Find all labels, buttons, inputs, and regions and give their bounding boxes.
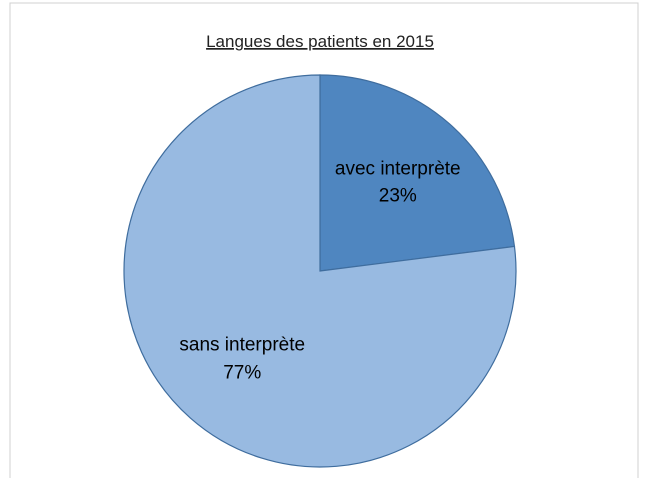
- value-label: 23%: [378, 185, 417, 207]
- chart-frame: [9, 2, 639, 478]
- pie-slice: [123, 74, 517, 468]
- slice-label: sans interprète 77%: [177, 332, 307, 387]
- pie-slice: [319, 74, 516, 272]
- slice-label: avec interprète 23%: [333, 155, 463, 210]
- value-label: 77%: [223, 362, 262, 384]
- category-label: sans interprète: [179, 334, 306, 356]
- chart-title: Langues des patients en 2015: [206, 32, 434, 51]
- category-label: avec interprète: [334, 158, 461, 180]
